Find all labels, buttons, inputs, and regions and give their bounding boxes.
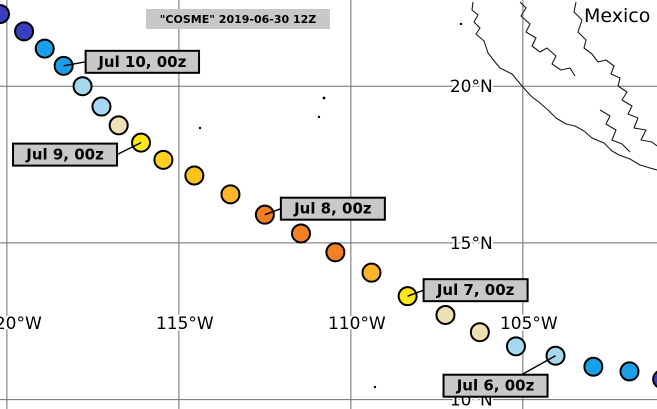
date-label-text: Jul 10, 00z	[97, 53, 186, 71]
date-label: Jul 7, 00z	[422, 278, 529, 303]
date-label-leader	[264, 208, 282, 216]
date-label-box	[442, 373, 549, 398]
map-title: "COSME" 2019-06-30 12Z	[160, 13, 317, 26]
track-point	[72, 76, 93, 97]
longitude-label: 105°W	[500, 314, 558, 334]
latitude-label: 20°N	[450, 77, 493, 97]
coastline	[198, 1, 657, 389]
date-label: Jul 6, 00z	[442, 373, 549, 398]
storm-track	[0, 4, 657, 388]
track-point	[652, 370, 657, 388]
island	[373, 385, 377, 389]
track-point	[325, 242, 346, 263]
track-point	[619, 361, 640, 382]
date-label-leader	[521, 355, 556, 376]
island	[322, 96, 326, 100]
date-label-box	[422, 278, 529, 303]
date-label-leader	[407, 289, 424, 297]
track-point	[290, 223, 311, 244]
track-point	[435, 304, 456, 325]
track-point	[91, 96, 112, 117]
track-point	[0, 4, 10, 25]
track-point	[34, 38, 55, 59]
date-label: Jul 9, 00z	[12, 142, 119, 167]
track-point	[153, 149, 174, 170]
track-point	[184, 165, 205, 186]
date-label-text: Jul 7, 00z	[436, 281, 515, 299]
date-label-text: Jul 9, 00z	[25, 146, 104, 164]
date-label: Jul 8, 00z	[279, 196, 386, 221]
date-label-leader	[116, 141, 142, 156]
country-label: Mexico	[584, 5, 650, 27]
track-point	[583, 356, 604, 377]
inland-border	[599, 109, 631, 153]
inland-border	[519, 1, 576, 77]
date-label-text: Jul 8, 00z	[293, 200, 372, 218]
track-point	[220, 184, 241, 205]
mexico-coastline	[471, 1, 657, 171]
island	[459, 22, 463, 26]
inland-border	[573, 1, 657, 147]
island	[198, 126, 202, 130]
date-label: Jul 10, 00z	[84, 49, 201, 74]
date-label-box	[84, 49, 201, 74]
date-label-leader	[63, 61, 86, 67]
longitude-label: 110°W	[328, 314, 386, 334]
date-label-box	[279, 196, 386, 221]
track-point	[14, 21, 35, 42]
longitude-label: 115°W	[156, 314, 214, 334]
track-point	[108, 115, 129, 136]
date-label-text: Jul 6, 00z	[456, 377, 535, 395]
track-point	[361, 262, 382, 283]
track-point	[469, 322, 490, 343]
date-label-box	[12, 142, 119, 167]
island	[317, 115, 321, 119]
title-background	[146, 9, 330, 29]
latitude-label: 15°N	[450, 234, 493, 254]
track-point	[53, 55, 74, 76]
track-point	[505, 336, 526, 357]
longitude-label: 120°W	[0, 314, 42, 334]
date-labels: Jul 10, 00z Jul 9, 00z Jul 8, 00z Jul 7, 00…	[12, 49, 556, 398]
title-badge: "COSME" 2019-06-30 12Z	[146, 9, 330, 29]
